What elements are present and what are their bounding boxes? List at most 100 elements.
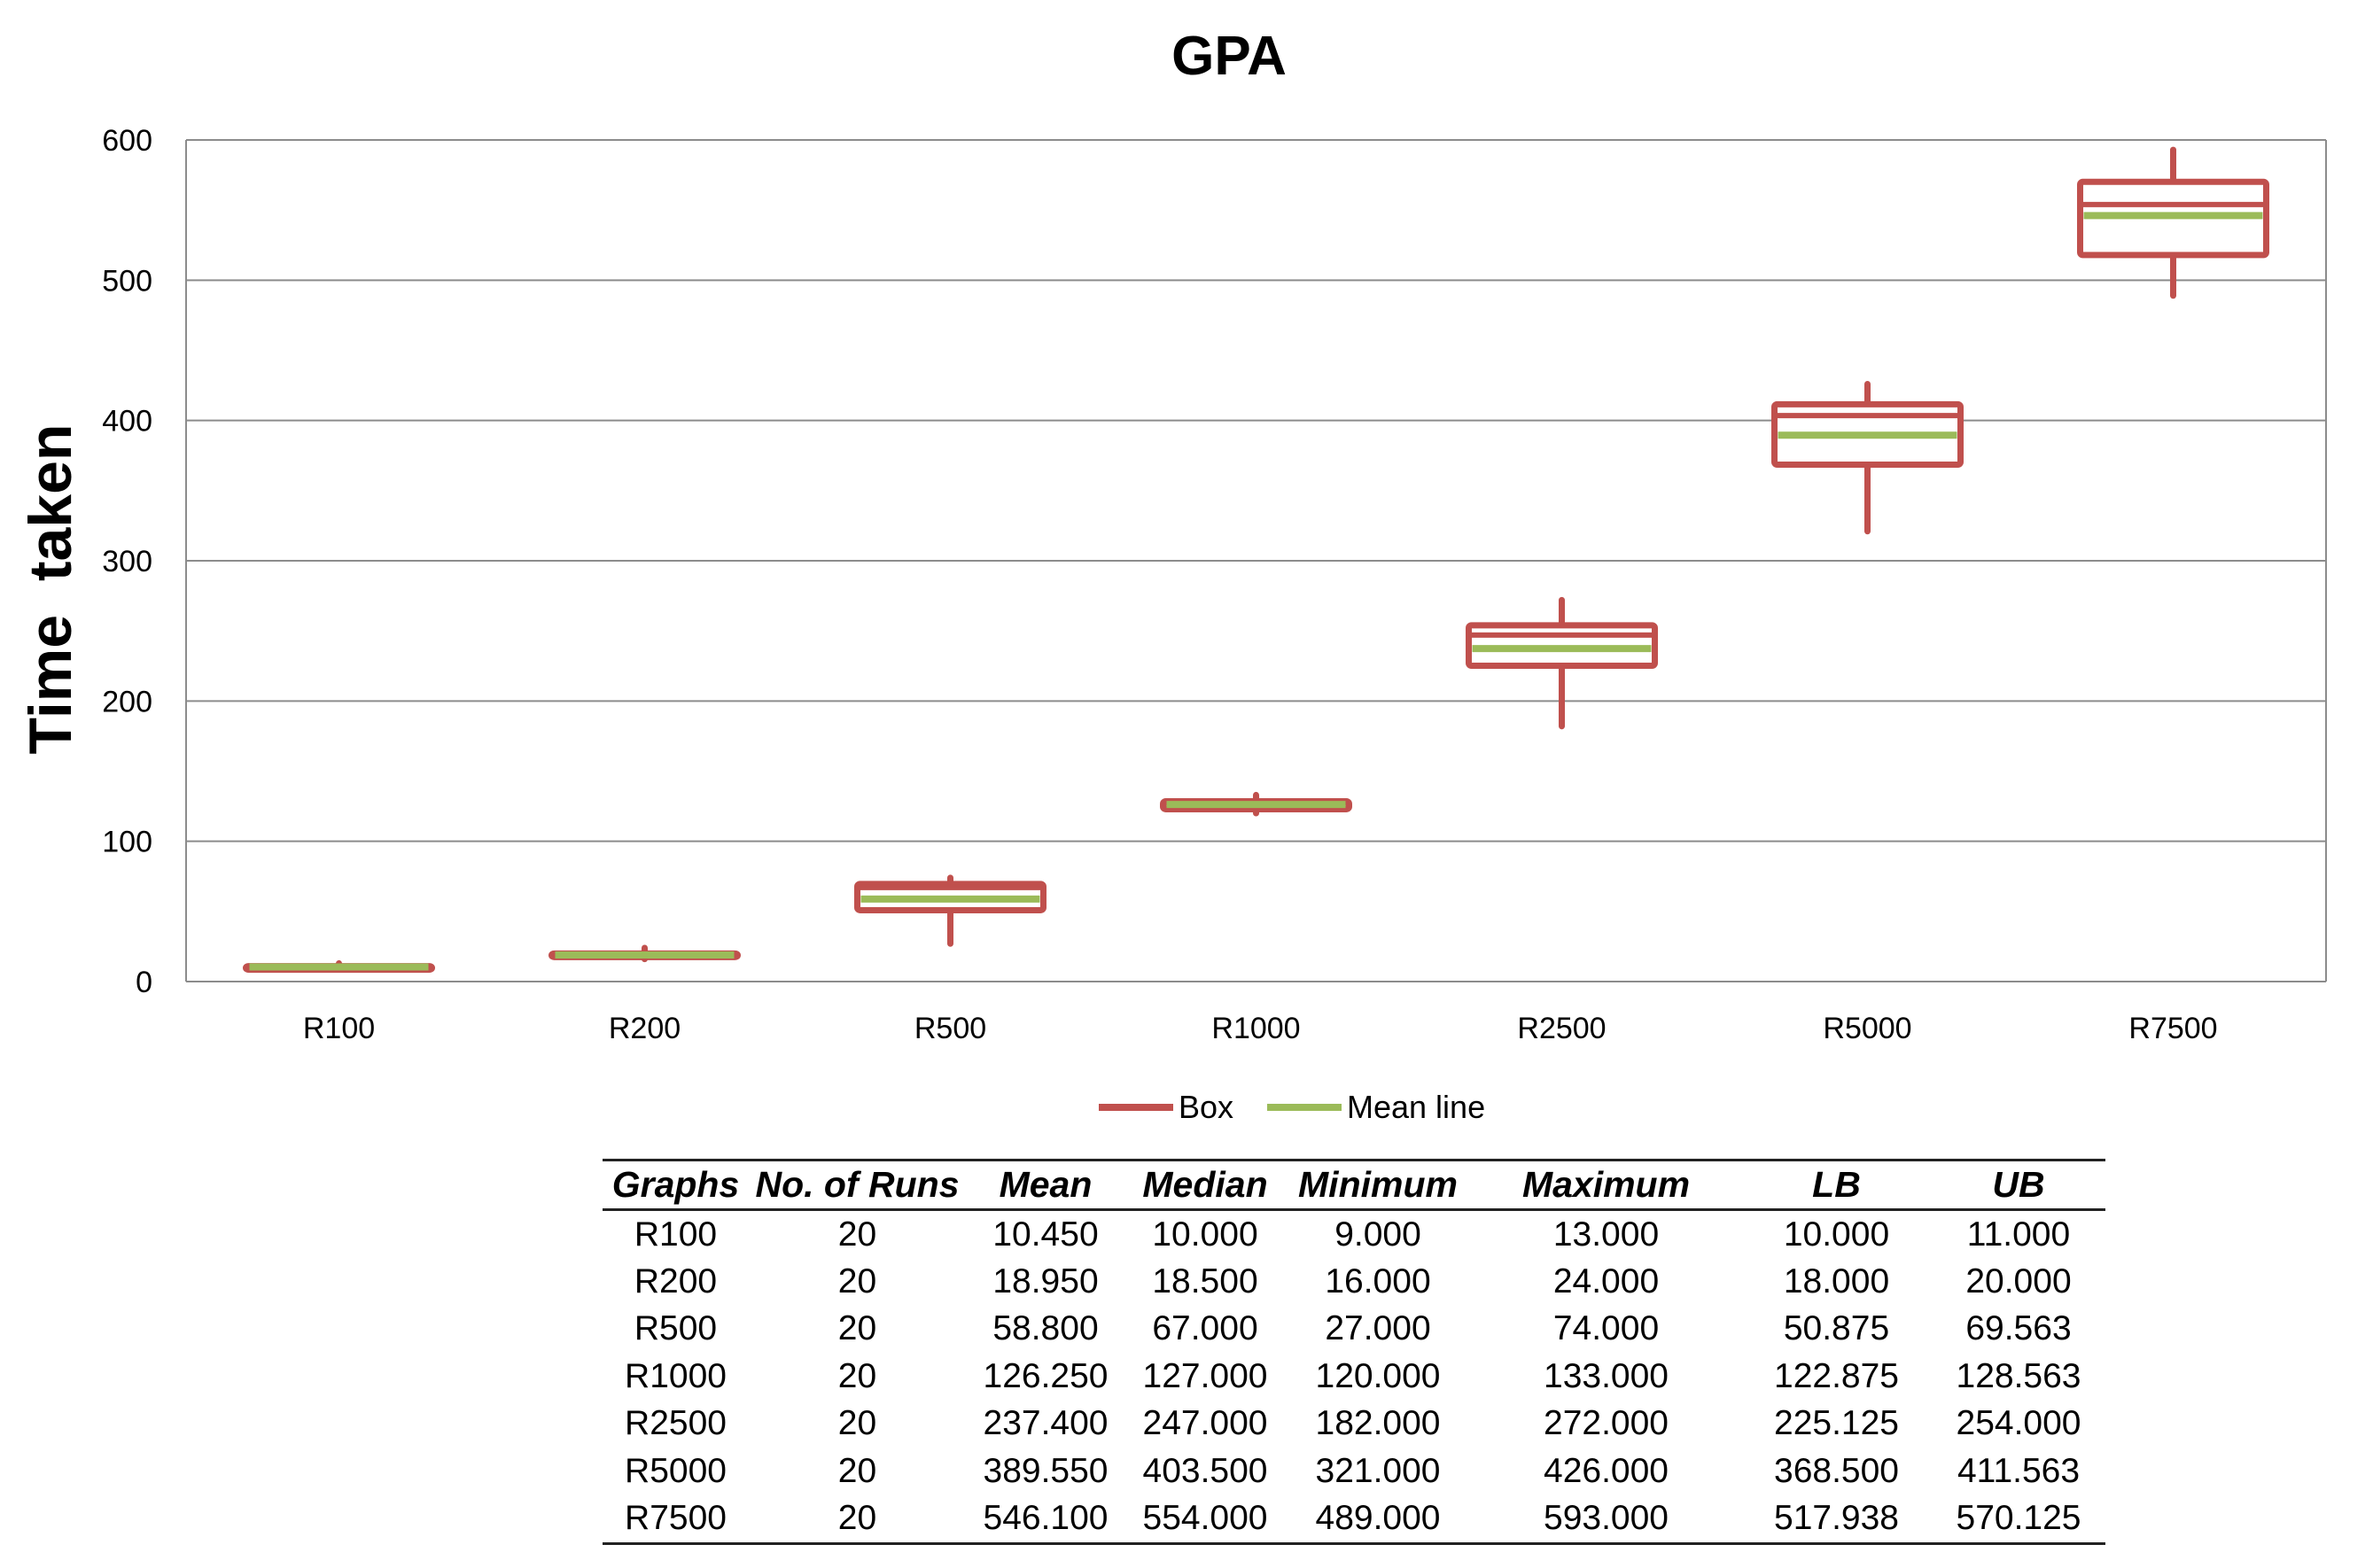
box-R5000 xyxy=(1771,381,1964,535)
table-cell: 128.563 xyxy=(1956,1356,2081,1395)
box-series xyxy=(243,146,2269,974)
y-axis-ticks: 0 100 200 300 400 500 600 xyxy=(102,124,152,999)
y-tick-label: 500 xyxy=(102,264,152,298)
table-cell: 20 xyxy=(837,1499,877,1538)
statistics-table: Graphs No. of Runs Mean Median Minimum M… xyxy=(603,1159,2105,1545)
gridlines xyxy=(185,139,2327,982)
table-row: R7500 20 546.100 554.000 489.000 593.000… xyxy=(603,1494,2105,1544)
table-cell: R100 xyxy=(634,1215,718,1254)
legend-box-label: Box xyxy=(1179,1089,1233,1125)
table-cell: 20 xyxy=(837,1451,877,1490)
y-tick-label: 400 xyxy=(102,405,152,439)
table-cell: 16.000 xyxy=(1325,1262,1431,1301)
table-cell: 10.000 xyxy=(1783,1215,1890,1254)
table-cell: 9.000 xyxy=(1334,1215,1421,1254)
mean-line-series xyxy=(249,212,2263,971)
table-cell: 254.000 xyxy=(1956,1404,2081,1443)
table-cell: 50.875 xyxy=(1783,1309,1890,1348)
table-cell: 20 xyxy=(837,1215,877,1254)
table-cell: 20 xyxy=(837,1356,877,1395)
table-cell: 120.000 xyxy=(1315,1356,1441,1395)
y-tick-label: 0 xyxy=(136,966,152,999)
header-lb: LB xyxy=(1812,1164,1861,1205)
table-cell: 58.800 xyxy=(992,1309,1099,1348)
table-row: R1000 20 126.250 127.000 120.000 133.000… xyxy=(603,1353,2105,1400)
y-tick-label: 600 xyxy=(102,124,152,158)
table-cell: 126.250 xyxy=(983,1356,1109,1395)
table-cell: 69.563 xyxy=(1965,1309,2072,1348)
header-runs: No. of Runs xyxy=(755,1164,960,1205)
table-cell: 554.000 xyxy=(1142,1499,1268,1538)
table-cell: 368.500 xyxy=(1774,1451,1899,1490)
table-cell: 10.450 xyxy=(992,1215,1099,1254)
header-median: Median xyxy=(1142,1164,1268,1205)
table-cell: 182.000 xyxy=(1315,1404,1441,1443)
table-header-row: Graphs No. of Runs Mean Median Minimum M… xyxy=(603,1160,2105,1210)
table-cell: R7500 xyxy=(625,1499,727,1538)
x-axis-ticks: R100 R200 R500 R1000 R2500 R5000 R7500 xyxy=(303,1012,2218,1045)
y-tick-label: 300 xyxy=(102,545,152,578)
table-cell: 20 xyxy=(837,1404,877,1443)
table-cell: 389.550 xyxy=(983,1451,1109,1490)
table-body: R100 20 10.450 10.000 9.000 13.000 10.00… xyxy=(603,1210,2105,1544)
x-tick-label: R1000 xyxy=(1211,1012,1300,1045)
y-tick-label: 100 xyxy=(102,826,152,859)
table-cell: 18.000 xyxy=(1783,1262,1890,1301)
table-cell: 13.000 xyxy=(1552,1215,1660,1254)
legend: Box Mean line xyxy=(1099,1089,1485,1125)
table-cell: 570.125 xyxy=(1956,1499,2081,1538)
box-R500 xyxy=(854,874,1046,947)
table-cell: 20.000 xyxy=(1965,1262,2072,1301)
table-cell: 20 xyxy=(837,1262,877,1301)
table-cell: 546.100 xyxy=(983,1499,1109,1538)
table-cell: 247.000 xyxy=(1142,1404,1268,1443)
table-cell: 133.000 xyxy=(1544,1356,1669,1395)
table-row: R100 20 10.450 10.000 9.000 13.000 10.00… xyxy=(603,1210,2105,1259)
legend-mean-label: Mean line xyxy=(1347,1089,1485,1125)
table-row: R200 20 18.950 18.500 16.000 24.000 18.0… xyxy=(603,1258,2105,1305)
y-axis-label: Time taken xyxy=(17,424,84,755)
table-row: R500 20 58.800 67.000 27.000 74.000 50.8… xyxy=(603,1306,2105,1353)
table-cell: R2500 xyxy=(625,1404,727,1443)
header-mean: Mean xyxy=(999,1164,1093,1205)
table-cell: 127.000 xyxy=(1142,1356,1268,1395)
table-cell: 18.950 xyxy=(992,1262,1099,1301)
table-cell: 272.000 xyxy=(1544,1404,1669,1443)
x-tick-label: R200 xyxy=(609,1012,681,1045)
header-minimum: Minimum xyxy=(1298,1164,1458,1205)
table-cell: 18.500 xyxy=(1152,1262,1258,1301)
table-cell: 225.125 xyxy=(1774,1404,1899,1443)
table-row: R5000 20 389.550 403.500 321.000 426.000… xyxy=(603,1448,2105,1494)
table-cell: 489.000 xyxy=(1315,1499,1441,1538)
table-cell: 517.938 xyxy=(1774,1499,1899,1538)
header-ub: UB xyxy=(1992,1164,2045,1205)
table-cell: 20 xyxy=(837,1309,877,1348)
table-cell: 27.000 xyxy=(1325,1309,1431,1348)
box-R2500 xyxy=(1466,596,1658,730)
table-cell: 426.000 xyxy=(1544,1451,1669,1490)
header-maximum: Maximum xyxy=(1521,1164,1691,1205)
table-cell: 321.000 xyxy=(1315,1451,1441,1490)
table-cell: 237.400 xyxy=(983,1404,1109,1443)
table-cell: 122.875 xyxy=(1774,1356,1899,1395)
x-tick-label: R100 xyxy=(303,1012,375,1045)
chart-title: GPA xyxy=(1171,26,1287,87)
x-tick-label: R500 xyxy=(914,1012,986,1045)
table-cell: R5000 xyxy=(625,1451,727,1490)
table-cell: 67.000 xyxy=(1152,1309,1258,1348)
table-cell: 403.500 xyxy=(1142,1451,1268,1490)
table-cell: 10.000 xyxy=(1152,1215,1258,1254)
table-cell: 74.000 xyxy=(1552,1309,1660,1348)
table-cell: 24.000 xyxy=(1552,1262,1660,1301)
x-tick-label: R5000 xyxy=(1823,1012,1911,1045)
table-cell: 593.000 xyxy=(1544,1499,1669,1538)
table-cell: R200 xyxy=(634,1262,718,1301)
header-graphs: Graphs xyxy=(611,1164,740,1205)
chart: GPA 0 100 200 300 400 500 600 R100 R200 R500 R100… xyxy=(17,26,2327,1125)
x-tick-label: R7500 xyxy=(2128,1012,2217,1045)
table-cell: R500 xyxy=(634,1309,718,1348)
table-cell: 411.563 xyxy=(1957,1451,2081,1490)
table-row: R2500 20 237.400 247.000 182.000 272.000… xyxy=(603,1401,2105,1448)
y-tick-label: 200 xyxy=(102,685,152,718)
table-cell: R1000 xyxy=(625,1356,727,1395)
